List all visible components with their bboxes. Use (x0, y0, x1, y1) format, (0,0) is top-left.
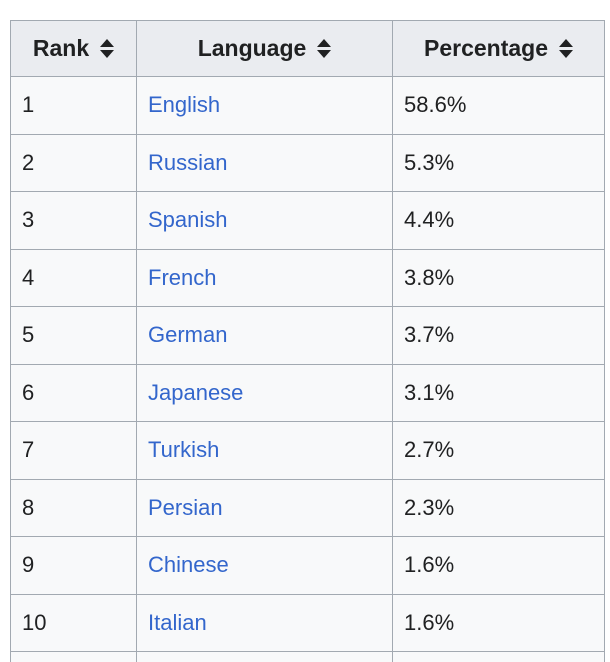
rank-cell: 3 (10, 191, 137, 250)
language-cell (136, 651, 393, 662)
percentage-header-label: Percentage (423, 35, 548, 61)
sort-both-icon (317, 39, 332, 58)
language-link[interactable]: Russian (148, 149, 228, 175)
rank-cell: 2 (10, 133, 137, 192)
percentage-cell: 3.8% (392, 248, 605, 307)
table-row: 1 English 58.6% (10, 76, 605, 135)
language-link[interactable]: Spanish (148, 207, 228, 233)
rank-cell: 8 (10, 478, 137, 537)
language-cell: Turkish (136, 421, 393, 480)
percentage-header[interactable]: Percentage (392, 20, 605, 77)
table-row: 7 Turkish 2.7% (10, 421, 605, 480)
language-header-label: Language (197, 35, 307, 61)
table-row: 9 Chinese 1.6% (10, 536, 605, 595)
table-row: 10 Italian 1.6% (10, 593, 605, 652)
rank-cell: 5 (10, 306, 137, 365)
language-cell: Chinese (136, 536, 393, 595)
rank-cell: 6 (10, 363, 137, 422)
rank-cell: 7 (10, 421, 137, 480)
table-row: 8 Persian 2.3% (10, 478, 605, 537)
language-cell: Russian (136, 133, 393, 192)
percentage-cell: 3.1% (392, 363, 605, 422)
table-row-partial (10, 651, 605, 662)
language-link[interactable]: Chinese (148, 552, 229, 578)
table-row: 3 Spanish 4.4% (10, 191, 605, 250)
percentage-cell: 1.6% (392, 536, 605, 595)
language-cell: German (136, 306, 393, 365)
rank-cell (10, 651, 137, 662)
percentage-cell: 5.3% (392, 133, 605, 192)
language-link[interactable]: Italian (148, 609, 207, 635)
language-cell: English (136, 76, 393, 135)
rank-cell: 1 (10, 76, 137, 135)
rank-header[interactable]: Rank (10, 20, 137, 77)
percentage-cell: 2.7% (392, 421, 605, 480)
percentage-cell: 1.6% (392, 593, 605, 652)
languages-table: Rank Language Percentage 1 English 58.6 (10, 20, 605, 662)
rank-cell: 10 (10, 593, 137, 652)
table-row: 6 Japanese 3.1% (10, 363, 605, 422)
language-link[interactable]: Persian (148, 494, 223, 520)
rank-cell: 9 (10, 536, 137, 595)
table-body: 1 English 58.6% 2 Russian 5.3% 3 Spanish… (10, 76, 605, 662)
rank-header-label: Rank (32, 35, 90, 61)
language-link[interactable]: Turkish (148, 437, 220, 463)
language-link[interactable]: Japanese (148, 379, 244, 405)
language-cell: Japanese (136, 363, 393, 422)
language-link[interactable]: German (148, 322, 228, 348)
percentage-cell: 58.6% (392, 76, 605, 135)
rank-cell: 4 (10, 248, 137, 307)
table-row: 5 German 3.7% (10, 306, 605, 365)
language-cell: Spanish (136, 191, 393, 250)
sort-both-icon (559, 39, 573, 58)
language-cell: Persian (136, 478, 393, 537)
table-row: 2 Russian 5.3% (10, 133, 605, 192)
language-link[interactable]: French (148, 264, 217, 290)
language-header[interactable]: Language (136, 20, 393, 77)
table-row: 4 French 3.8% (10, 248, 605, 307)
percentage-cell: 3.7% (392, 306, 605, 365)
sort-both-icon (100, 39, 115, 58)
percentage-cell (392, 651, 605, 662)
language-link[interactable]: English (148, 92, 221, 118)
percentage-cell: 2.3% (392, 478, 605, 537)
table-header-row: Rank Language Percentage (10, 20, 605, 77)
percentage-cell: 4.4% (392, 191, 605, 250)
language-cell: Italian (136, 593, 393, 652)
language-cell: French (136, 248, 393, 307)
